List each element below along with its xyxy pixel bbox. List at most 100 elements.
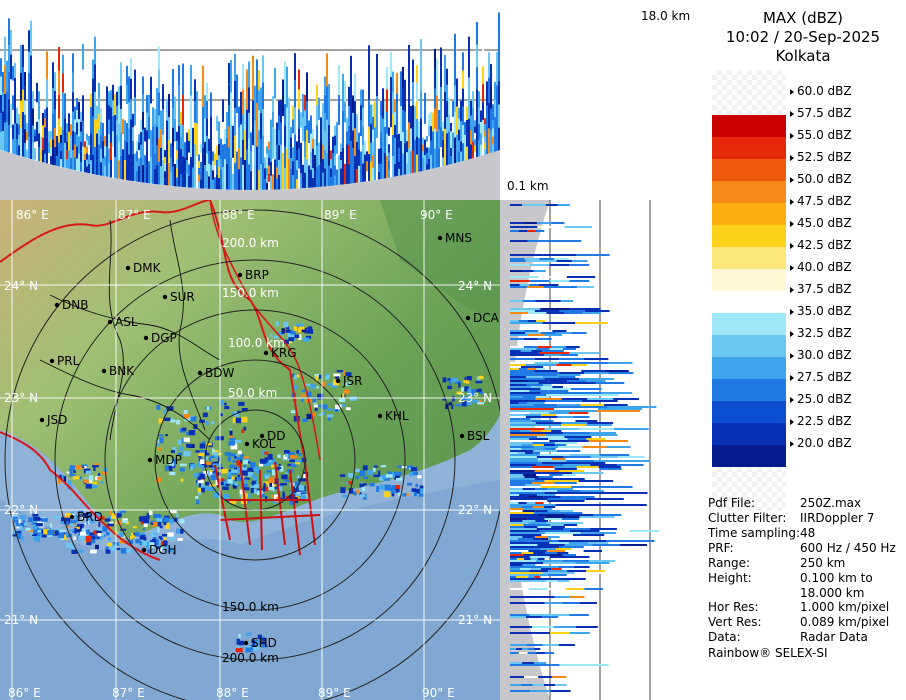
echo-cell (65, 543, 73, 548)
echo-cell (176, 419, 180, 425)
profile-column (168, 162, 170, 186)
profile-column (60, 143, 62, 151)
city-label: DGP (151, 331, 177, 345)
profile-column (128, 102, 130, 129)
echo-cell (77, 523, 84, 528)
profile-column (86, 153, 88, 160)
echo-cell (62, 532, 68, 536)
profile-row (539, 530, 570, 532)
profile-column (452, 132, 454, 149)
profile-column (436, 59, 438, 96)
profile-column (296, 179, 298, 189)
profile-column (328, 125, 330, 146)
echo-cell (402, 493, 407, 497)
profile-column (0, 76, 2, 95)
profile-row (601, 392, 633, 394)
profile-row (546, 550, 566, 552)
echo-cell (91, 481, 97, 485)
profile-row (534, 362, 559, 364)
profile-column (108, 105, 110, 120)
profile-column (292, 175, 294, 189)
profile-column (154, 93, 156, 109)
profile-column (478, 107, 480, 125)
echo-cell (66, 533, 72, 538)
profile-column (172, 108, 174, 128)
echo-cell (418, 492, 424, 497)
profile-row (527, 652, 537, 654)
profile-column (12, 80, 14, 96)
echo-cell (164, 465, 171, 470)
echo-cell (199, 456, 202, 460)
profile-row (510, 468, 533, 470)
profile-column (176, 177, 178, 187)
scale-swatch (712, 423, 786, 445)
echo-cell (235, 439, 242, 443)
profile-column (52, 113, 54, 140)
city-label: DCA (473, 311, 500, 325)
profile-column (44, 153, 46, 163)
echo-cell (302, 337, 310, 342)
profile-row (524, 330, 539, 332)
profile-column (166, 142, 168, 164)
profile-column (214, 177, 216, 190)
echo-cell (289, 482, 297, 486)
echo-cell (298, 485, 305, 491)
echo-cell (268, 477, 275, 484)
profile-column (340, 143, 342, 152)
profile-column (114, 157, 116, 179)
profile-column (330, 150, 332, 160)
profile-column (202, 65, 204, 107)
echo-cell (155, 477, 162, 483)
lon-label: 87° E (112, 686, 145, 700)
profile-row (544, 518, 562, 520)
echo-cell (354, 468, 360, 473)
profile-column (12, 109, 14, 125)
echo-cell (281, 328, 285, 334)
profile-column (206, 118, 208, 136)
profile-row (554, 408, 598, 410)
profile-column (0, 131, 2, 150)
echo-cell (242, 456, 250, 459)
bottom-height-label: 0.1 km (507, 179, 549, 193)
profile-column (446, 149, 448, 166)
echo-cell (362, 465, 368, 471)
profile-row (622, 460, 651, 462)
profile-column (186, 132, 188, 147)
profile-column (388, 152, 390, 161)
echo-cell (301, 398, 304, 402)
echo-cell (135, 539, 140, 544)
scale-swatch (712, 357, 786, 379)
profile-row (519, 284, 530, 286)
profile-row (534, 384, 544, 386)
profile-column (152, 164, 154, 184)
profile-column (14, 123, 16, 140)
echo-cell (282, 491, 285, 495)
profile-column (142, 147, 144, 165)
profile-column (294, 134, 296, 162)
profile-column (162, 134, 164, 160)
profile-column (0, 113, 2, 132)
echo-cell (281, 474, 288, 480)
profile-column (360, 166, 362, 183)
echo-cell (157, 447, 161, 451)
profile-column (380, 147, 382, 164)
profile-column (258, 130, 260, 151)
profile-column (60, 151, 62, 159)
echo-cell (406, 465, 413, 470)
profile-column (356, 141, 358, 156)
scale-label: 25.0 dBZ (790, 392, 852, 406)
profile-column (106, 146, 108, 177)
profile-column (398, 140, 400, 148)
profile-column (54, 146, 56, 166)
profile-row (571, 486, 602, 488)
profile-row (534, 536, 548, 538)
profile-row (549, 614, 570, 616)
echo-cell (291, 463, 297, 468)
echo-cell (164, 523, 170, 529)
profile-column (466, 119, 468, 134)
scale-swatch (712, 137, 786, 159)
profile-row (510, 570, 529, 572)
profile-row (601, 504, 647, 506)
echo-cell (75, 465, 83, 470)
profile-column (340, 168, 342, 177)
